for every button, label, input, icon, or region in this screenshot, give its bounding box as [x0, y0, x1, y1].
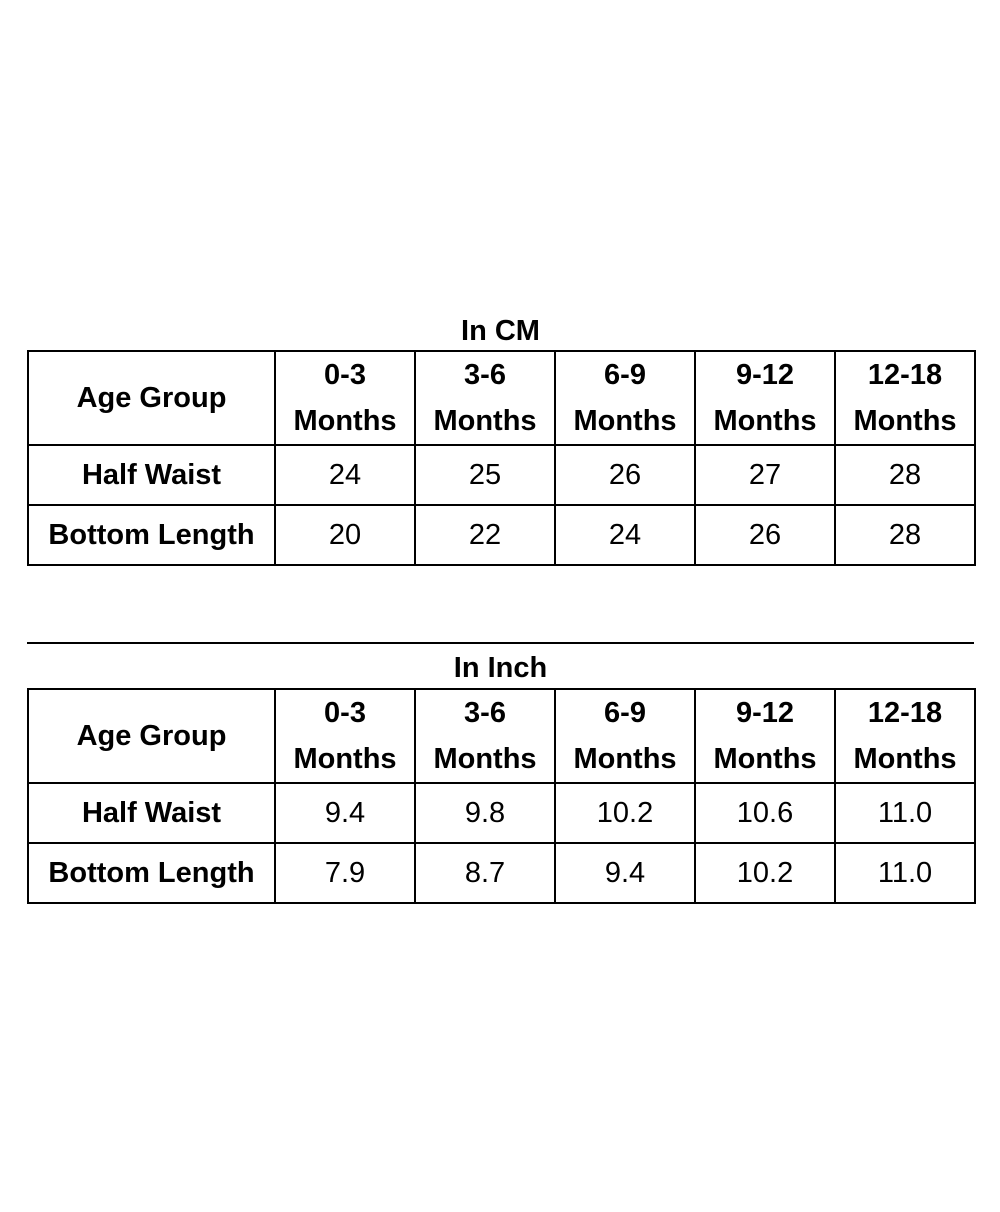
age-range: 3-6: [464, 359, 506, 391]
column-header: 0-3 Months: [274, 688, 416, 784]
table-cell: 28: [834, 504, 976, 566]
table-caption: In Inch: [453, 652, 548, 684]
age-range: 6-9: [604, 697, 646, 729]
table-cell: 11.0: [834, 842, 976, 904]
age-unit: Months: [293, 405, 397, 437]
column-header: 9-12 Months: [694, 350, 836, 446]
table-cell: 22: [414, 504, 556, 566]
table-cell: 9.4: [274, 782, 416, 844]
size-table-inch: Age Group 0-3 Months 3-6 Months 6-9 Mont…: [27, 688, 976, 904]
column-header: 6-9 Months: [554, 350, 696, 446]
table-cell: 9.8: [414, 782, 556, 844]
table-caption: In CM: [461, 315, 540, 347]
size-chart-inch: In Inch Age Group 0-3 Months 3-6 Months …: [27, 642, 976, 904]
age-unit: Months: [573, 405, 677, 437]
row-label: Bottom Length: [27, 504, 276, 566]
age-unit: Months: [433, 405, 537, 437]
table-row: Half Waist 9.4 9.8 10.2 10.6 11.0: [27, 782, 976, 844]
table-cell: 28: [834, 444, 976, 506]
column-header: 12-18 Months: [834, 350, 976, 446]
table-row: Half Waist 24 25 26 27 28: [27, 444, 976, 506]
table-cell: 10.2: [554, 782, 696, 844]
row-label: Bottom Length: [27, 842, 276, 904]
table-row: Bottom Length 20 22 24 26 28: [27, 504, 976, 566]
column-header: 6-9 Months: [554, 688, 696, 784]
column-header: 12-18 Months: [834, 688, 976, 784]
age-unit: Months: [853, 405, 957, 437]
table-cell: 24: [274, 444, 416, 506]
size-table-cm: Age Group 0-3 Months 3-6 Months 6-9 Mont…: [27, 350, 976, 566]
age-range: 9-12: [735, 359, 795, 391]
column-header: 0-3 Months: [274, 350, 416, 446]
table-cell: 24: [554, 504, 696, 566]
table-cell: 8.7: [414, 842, 556, 904]
age-unit: Months: [433, 743, 537, 775]
column-header: 9-12 Months: [694, 688, 836, 784]
table-cell: 26: [554, 444, 696, 506]
table-cell: 9.4: [554, 842, 696, 904]
age-range: 3-6: [464, 697, 506, 729]
table-header-row: Age Group 0-3 Months 3-6 Months 6-9 Mont…: [27, 688, 976, 784]
table-cell: 27: [694, 444, 836, 506]
age-unit: Months: [853, 743, 957, 775]
table-header-row: Age Group 0-3 Months 3-6 Months 6-9 Mont…: [27, 350, 976, 446]
table-cell: 26: [694, 504, 836, 566]
age-range: 0-3: [324, 697, 366, 729]
column-header: 3-6 Months: [414, 350, 556, 446]
age-range: 9-12: [735, 697, 795, 729]
table-cell: 10.6: [694, 782, 836, 844]
table-cell: 20: [274, 504, 416, 566]
age-group-header: Age Group: [27, 688, 276, 784]
table-cell: 11.0: [834, 782, 976, 844]
age-range: 0-3: [324, 359, 366, 391]
column-header: 3-6 Months: [414, 688, 556, 784]
age-range: 12-18: [867, 697, 943, 729]
size-chart-cm: In CM Age Group 0-3 Months 3-6 Months 6-…: [27, 312, 976, 566]
row-label: Half Waist: [27, 444, 276, 506]
age-unit: Months: [713, 405, 817, 437]
age-unit: Months: [573, 743, 677, 775]
table-cell: 25: [414, 444, 556, 506]
age-unit: Months: [293, 743, 397, 775]
age-range: 12-18: [867, 359, 943, 391]
age-group-header: Age Group: [27, 350, 276, 446]
table-row: Bottom Length 7.9 8.7 9.4 10.2 11.0: [27, 842, 976, 904]
age-unit: Months: [713, 743, 817, 775]
row-label: Half Waist: [27, 782, 276, 844]
table-cell: 7.9: [274, 842, 416, 904]
age-range: 6-9: [604, 359, 646, 391]
table-cell: 10.2: [694, 842, 836, 904]
